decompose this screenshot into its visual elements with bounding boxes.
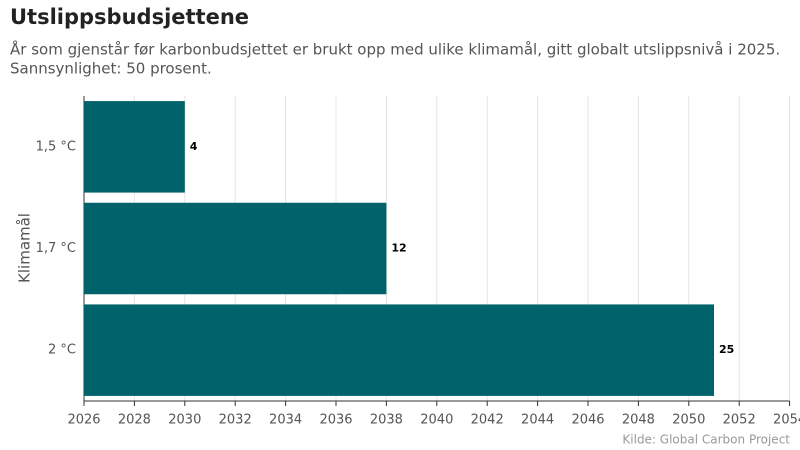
data-label: 4 (190, 140, 198, 153)
x-tick-label: 2026 (67, 413, 100, 428)
x-tick-label: 2052 (723, 413, 756, 428)
bar (84, 304, 714, 396)
x-tick-label: 2034 (269, 413, 302, 428)
x-tick-label: 2038 (370, 413, 403, 428)
x-tick-label: 2046 (571, 413, 604, 428)
y-tick-label: 1,7 °C (36, 241, 76, 256)
x-tick-label: 2040 (420, 413, 453, 428)
x-tick-label: 2030 (168, 413, 201, 428)
data-label: 25 (719, 343, 734, 356)
x-tick-label: 2054 (773, 413, 800, 428)
chart-title: Utslippsbudsjettene (10, 5, 249, 29)
chart-subtitle: Sannsynlighet: 50 prosent. (10, 60, 212, 78)
source: Kilde: Global Carbon Project (622, 433, 790, 447)
bar (84, 101, 185, 193)
x-tick-label: 2042 (471, 413, 504, 428)
x-tick-label: 2032 (219, 413, 252, 428)
x-tick-label: 2050 (672, 413, 705, 428)
x-tick-label: 2048 (622, 413, 655, 428)
y-tick-label: 2 °C (48, 343, 76, 358)
x-tick-label: 2036 (319, 413, 352, 428)
x-tick-label: 2028 (118, 413, 151, 428)
y-axis-label: Klimamål (16, 213, 34, 283)
y-tick-label: 1,5 °C (36, 139, 76, 154)
chart-subtitle: År som gjenstår før karbonbudsjettet er … (10, 40, 780, 59)
x-tick-label: 2044 (521, 413, 554, 428)
data-label: 12 (391, 242, 406, 255)
bar (84, 202, 387, 295)
